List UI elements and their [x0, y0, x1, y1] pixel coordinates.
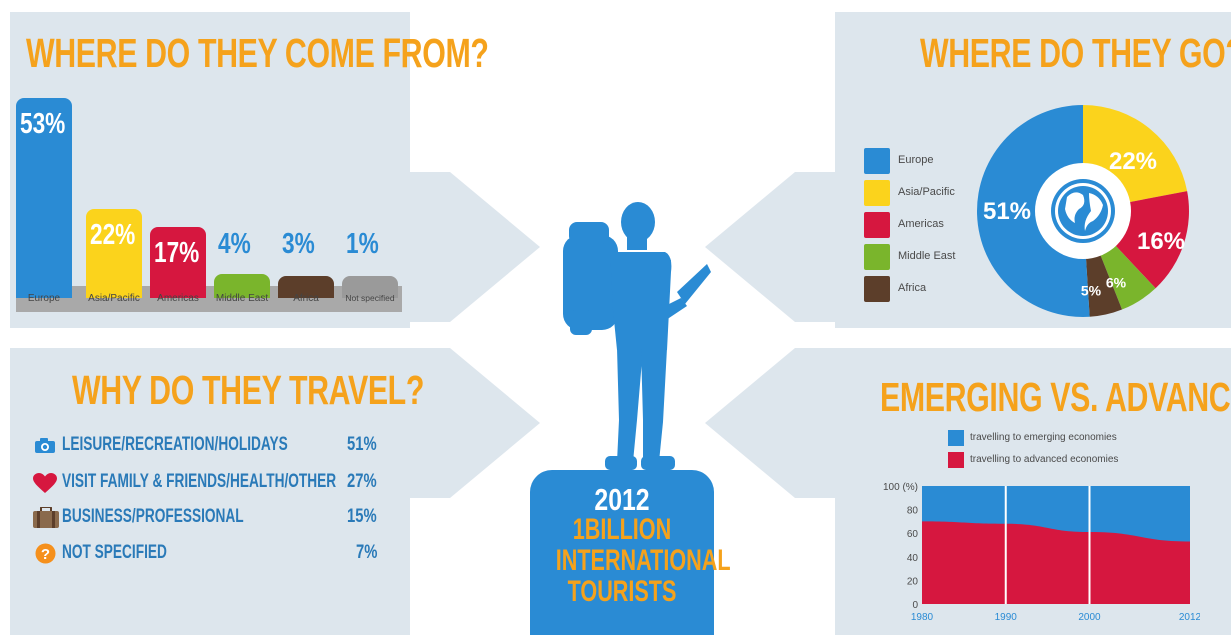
- bar-label: 17%: [154, 237, 200, 270]
- suitcase-icon: [33, 507, 59, 528]
- center-pedestal: 2012 1BILLION INTERNATIONAL TOURISTS: [530, 470, 731, 635]
- bar-label: 4%: [218, 228, 251, 260]
- come-from-title: WHERE DO THEY COME FROM?: [26, 30, 489, 76]
- panel-come-from: [10, 12, 410, 328]
- globe-icon: [1051, 179, 1115, 243]
- camera-icon: [35, 438, 55, 453]
- panel-why-travel: [10, 348, 410, 635]
- reason-label: VISIT FAMILY & FRIENDS/HEALTH/OTHER: [62, 471, 337, 492]
- heart-icon: [33, 473, 57, 493]
- bar: [150, 227, 206, 298]
- y-tick-label: 100 (%): [883, 482, 918, 493]
- legend-swatch: [864, 244, 890, 270]
- arrow-bottom-right: [705, 348, 835, 498]
- arrow-bottom-left: [410, 348, 540, 498]
- bar-label: 22%: [90, 219, 136, 252]
- bar: [278, 276, 334, 298]
- bar-chart: 53% Europe 22% Asia/Pacific 17% Americas 4% Mid…: [16, 90, 408, 316]
- y-tick-label: 80: [907, 506, 919, 517]
- legend-label: Africa: [898, 282, 927, 294]
- bar-label: 53%: [20, 108, 66, 140]
- x-tick-label: 1980: [911, 612, 934, 623]
- legend-swatch: [864, 180, 890, 206]
- legend-label: Europe: [898, 154, 934, 166]
- pie-label: 5%: [1081, 283, 1102, 299]
- bar: [86, 209, 142, 298]
- backpacker-icon: [563, 202, 711, 470]
- center-line1: 1BILLION: [572, 513, 672, 546]
- legend-label: travelling to advanced economies: [970, 454, 1119, 465]
- category-label: Asia/Pacific: [88, 293, 140, 304]
- arrow-top-left: [410, 172, 540, 322]
- legend-label: Americas: [898, 218, 944, 230]
- pie-slice: [976, 105, 1090, 317]
- pie-label: 51%: [983, 198, 1031, 225]
- bar-baseline-strip: [16, 286, 402, 312]
- pie-label: 22%: [1109, 148, 1157, 175]
- y-tick-label: 0: [912, 600, 918, 611]
- pie-label: 16%: [1137, 228, 1185, 255]
- reason-label: LEISURE/RECREATION/HOLIDAYS: [62, 434, 288, 455]
- x-tick-label: 2012: [1179, 612, 1200, 623]
- bar: [214, 273, 270, 298]
- area-advanced: [922, 521, 1190, 604]
- category-label: Middle East: [215, 293, 269, 304]
- category-label: Americas: [157, 293, 199, 304]
- center-year: 2012: [594, 482, 650, 517]
- legend-swatch: [864, 148, 890, 174]
- where-go-title: WHERE DO THEY GO?: [920, 30, 1231, 76]
- question-icon: ?: [35, 543, 56, 564]
- legend-swatch: [948, 430, 964, 446]
- pie-label: 6%: [1106, 275, 1127, 291]
- reason-label: NOT SPECIFIED: [62, 542, 167, 563]
- pie-chart: 22% 16% 6%5% 51%: [976, 105, 1189, 317]
- legend-label: Middle East: [898, 250, 956, 262]
- bar: [342, 276, 398, 298]
- center-line2: INTERNATIONAL: [555, 544, 731, 577]
- reason-pct: 27%: [347, 471, 377, 492]
- x-tick-label: 2000: [1078, 612, 1101, 623]
- reason-label: BUSINESS/PROFESSIONAL: [62, 506, 244, 527]
- x-tick-label: 1990: [995, 612, 1018, 623]
- why-travel-title: WHY DO THEY TRAVEL?: [72, 367, 425, 413]
- bar-label: 3%: [282, 228, 315, 260]
- legend-label: Asia/Pacific: [898, 186, 955, 198]
- legend-swatch: [864, 212, 890, 238]
- category-label: Not specified: [345, 293, 395, 303]
- reason-pct: 51%: [347, 434, 377, 455]
- arrow-top-right: [705, 172, 835, 322]
- reason-pct: 15%: [347, 506, 377, 527]
- emerging-title: EMERGING VS. ADVANCED: [880, 374, 1231, 420]
- category-label: Africa: [293, 293, 319, 304]
- y-tick-label: 60: [907, 529, 919, 540]
- reason-pct: 7%: [356, 542, 378, 563]
- bar: [16, 98, 72, 298]
- legend-label: travelling to emerging economies: [970, 432, 1117, 443]
- legend-swatch: [948, 452, 964, 468]
- y-tick-label: 20: [907, 576, 919, 587]
- bar-label: 1%: [346, 228, 379, 260]
- category-label: Europe: [27, 293, 61, 304]
- y-tick-label: 40: [907, 553, 919, 564]
- svg-text:?: ?: [41, 546, 50, 563]
- center-line3: TOURISTS: [567, 575, 677, 608]
- legend-swatch: [864, 276, 890, 302]
